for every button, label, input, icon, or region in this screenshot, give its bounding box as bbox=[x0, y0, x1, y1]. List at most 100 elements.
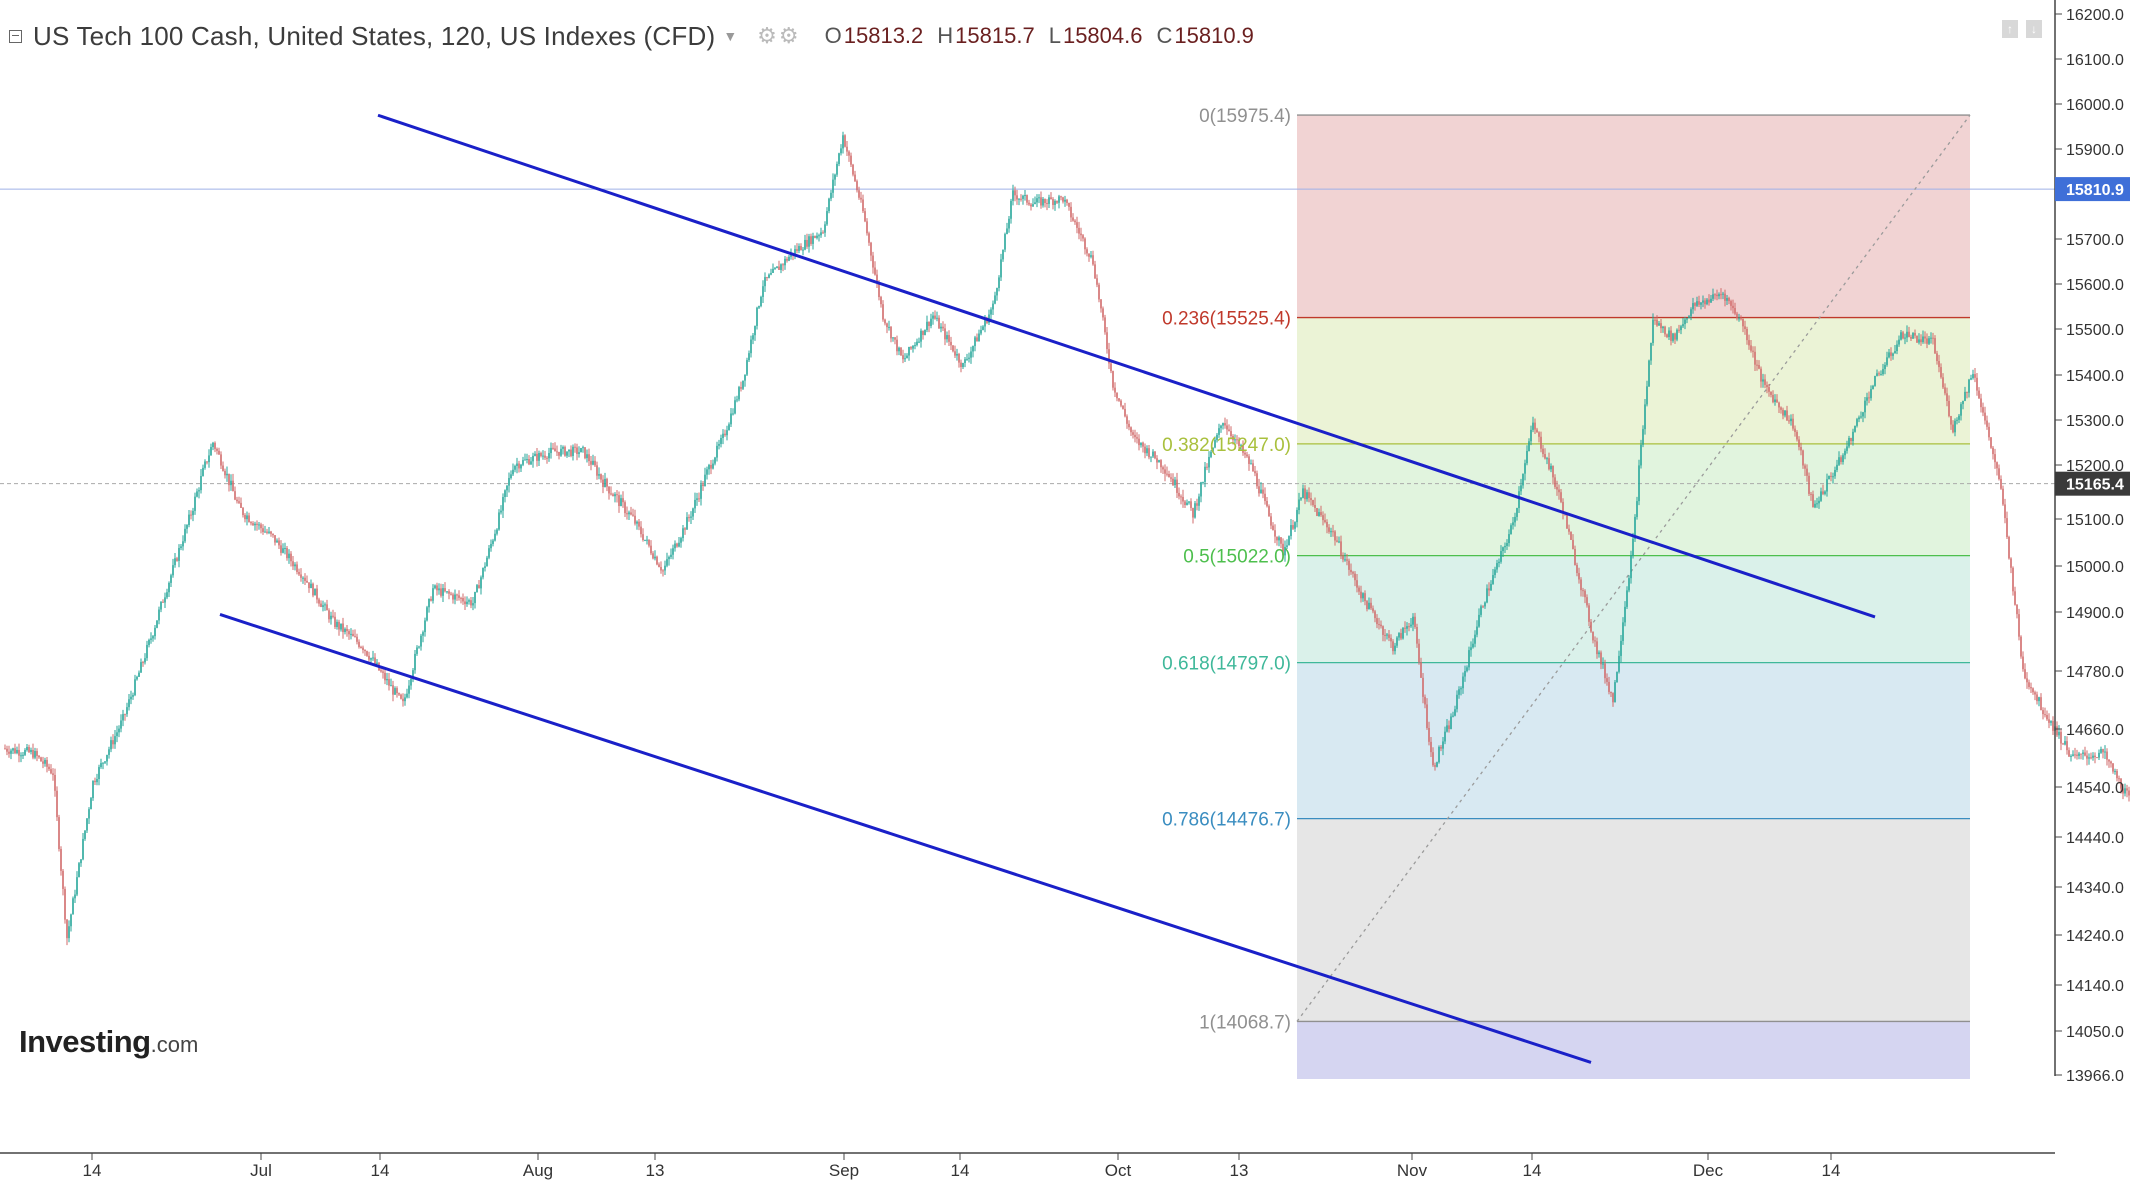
fib-band bbox=[1297, 115, 1970, 318]
candle-body bbox=[1360, 591, 1362, 599]
collapse-icon[interactable] bbox=[9, 29, 22, 43]
candle-body bbox=[1940, 367, 1942, 378]
candle-body bbox=[1142, 442, 1144, 447]
candle-body bbox=[1650, 342, 1652, 361]
candle-body bbox=[170, 575, 172, 583]
candle-body bbox=[330, 615, 332, 620]
candle-body bbox=[1914, 332, 1916, 336]
candle-body bbox=[1898, 339, 1900, 345]
y-tick-label: 15900.0 bbox=[2066, 142, 2124, 159]
candle-body bbox=[732, 413, 734, 415]
candle-body bbox=[138, 672, 140, 677]
fib-bands bbox=[1297, 115, 1970, 1079]
arrow-up-icon[interactable]: ↑ bbox=[2002, 20, 2018, 38]
candle-body bbox=[1498, 561, 1500, 564]
candle-body bbox=[1166, 473, 1168, 475]
candle-body bbox=[948, 335, 950, 342]
candle-body bbox=[226, 473, 228, 476]
candle-body bbox=[1556, 486, 1558, 490]
candle-body bbox=[1446, 725, 1448, 732]
candle-body bbox=[1040, 197, 1042, 206]
candle-body bbox=[1544, 454, 1546, 459]
candle-body bbox=[296, 564, 298, 572]
candle-body bbox=[1216, 434, 1218, 440]
candle-body bbox=[52, 773, 54, 775]
candle-body bbox=[100, 763, 102, 768]
candle-body bbox=[1398, 633, 1400, 638]
candle-body bbox=[778, 266, 780, 270]
candle-body bbox=[1958, 415, 1960, 420]
candle-body bbox=[308, 582, 310, 589]
candle-body bbox=[1374, 611, 1376, 619]
candle-body bbox=[1032, 204, 1034, 207]
candle-body bbox=[94, 780, 96, 783]
candle-body bbox=[1860, 416, 1862, 418]
candle-body bbox=[134, 679, 136, 696]
candle-body bbox=[776, 266, 778, 269]
candle-body bbox=[918, 341, 920, 343]
candle-body bbox=[460, 597, 462, 599]
candle-body bbox=[464, 601, 466, 605]
candle-body bbox=[1314, 504, 1316, 508]
fib-band bbox=[1297, 1021, 1970, 1079]
candle-body bbox=[622, 498, 624, 503]
candle-body bbox=[242, 507, 244, 516]
candle-body bbox=[556, 451, 558, 453]
candle-body bbox=[136, 676, 138, 680]
candle-body bbox=[8, 751, 10, 754]
chevron-down-icon[interactable]: ▼ bbox=[723, 28, 738, 44]
candle-body bbox=[1632, 538, 1634, 556]
candle-body bbox=[1370, 602, 1372, 609]
candle-body bbox=[548, 453, 550, 459]
candle-body bbox=[1056, 200, 1058, 203]
candle-body bbox=[684, 528, 686, 530]
candle-body bbox=[474, 591, 476, 604]
marked-level-tag-bg bbox=[2055, 471, 2130, 496]
candle-body bbox=[1950, 416, 1952, 425]
candle-body bbox=[842, 135, 844, 149]
price-tags: 15810.9 15165.4 bbox=[2055, 177, 2130, 496]
candle-body bbox=[1640, 444, 1642, 466]
candle-body bbox=[222, 465, 224, 471]
candle-body bbox=[1540, 436, 1542, 449]
candle-body bbox=[1894, 351, 1896, 354]
candle-body bbox=[550, 447, 552, 454]
x-tick-label: 14 bbox=[951, 1161, 970, 1180]
candle-body bbox=[424, 620, 426, 633]
y-tick-label: 15700.0 bbox=[2066, 232, 2124, 249]
candle-body bbox=[1080, 233, 1082, 236]
x-tick-label: Jul bbox=[250, 1161, 272, 1180]
candle-body bbox=[1678, 329, 1680, 331]
candle-body bbox=[1926, 338, 1928, 344]
candle-body bbox=[344, 628, 346, 633]
candle-body bbox=[1172, 478, 1174, 486]
candle-body bbox=[674, 543, 676, 549]
candle-body bbox=[452, 594, 454, 600]
candle-body bbox=[828, 198, 830, 212]
candle-body bbox=[2114, 770, 2116, 772]
candle-body bbox=[1160, 460, 1162, 468]
candle-body bbox=[1336, 540, 1338, 542]
candle-body bbox=[128, 699, 130, 708]
candle-body bbox=[298, 571, 300, 575]
arrow-down-icon[interactable]: ↓ bbox=[2026, 20, 2042, 38]
candle-body bbox=[826, 211, 828, 225]
candle-body bbox=[280, 545, 282, 553]
candle-body bbox=[1412, 616, 1414, 625]
candle-body bbox=[458, 595, 460, 598]
candle-body bbox=[1900, 332, 1902, 340]
candle-body bbox=[144, 658, 146, 663]
candle-body bbox=[430, 598, 432, 601]
candle-body bbox=[1248, 456, 1250, 464]
candle-body bbox=[1684, 319, 1686, 325]
candle-body bbox=[624, 502, 626, 514]
settings-icon[interactable]: ⚙⚙ bbox=[757, 23, 801, 48]
candle-body bbox=[676, 543, 678, 547]
candle-body bbox=[752, 335, 754, 340]
candle-body bbox=[1850, 437, 1852, 442]
candle-body bbox=[484, 566, 486, 569]
candle-body bbox=[1722, 293, 1724, 295]
candle-body bbox=[532, 455, 534, 462]
candle-body bbox=[1688, 316, 1690, 319]
